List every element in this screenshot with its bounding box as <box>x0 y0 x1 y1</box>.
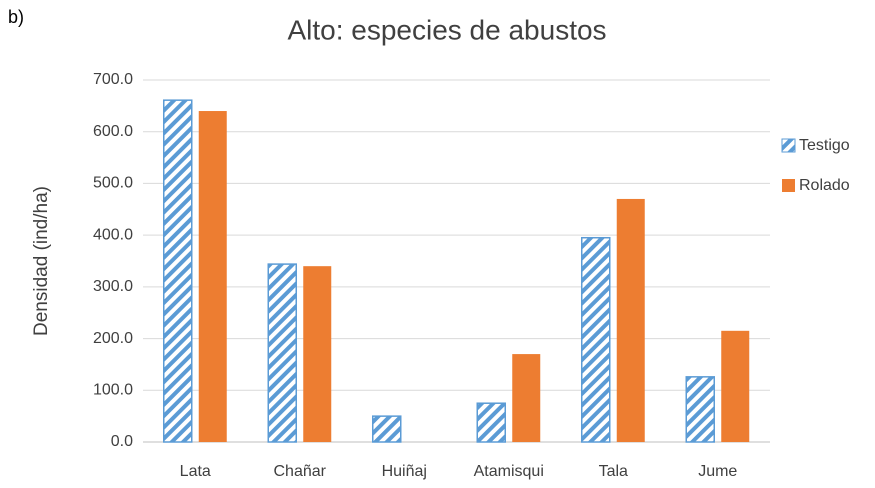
y-tick-label: 500.0 <box>93 175 133 192</box>
bar <box>303 266 332 442</box>
y-tick-label: 300.0 <box>93 278 133 295</box>
x-tick-label: Jume <box>698 463 737 480</box>
y-tick-label: 700.0 <box>93 71 133 88</box>
bar <box>267 263 297 443</box>
legend-swatch <box>782 179 795 192</box>
x-tick-label: Huiñaj <box>382 463 427 480</box>
bar <box>512 354 541 442</box>
y-tick-label: 200.0 <box>93 330 133 347</box>
bar <box>616 198 645 442</box>
x-tick-label: Tala <box>599 463 628 480</box>
bar <box>163 99 193 443</box>
x-tick-label: Chañar <box>274 463 327 480</box>
y-axis-label: Densidad (ind/ha) <box>31 186 52 336</box>
bar <box>581 236 611 443</box>
bar <box>721 330 750 442</box>
legend-label: Testigo <box>799 137 850 154</box>
panel-label: b) <box>8 7 24 27</box>
x-tick-label: Lata <box>180 463 211 480</box>
chart-title: Alto: especies de abustos <box>287 14 606 45</box>
y-tick-label: 600.0 <box>93 123 133 140</box>
y-tick-label: 0.0 <box>111 433 133 450</box>
y-tick-label: 100.0 <box>93 382 133 399</box>
bar <box>476 402 506 443</box>
y-tick-label: 400.0 <box>93 226 133 243</box>
bar <box>198 111 227 443</box>
x-tick-label: Atamisqui <box>474 463 544 480</box>
legend-swatch <box>781 138 796 153</box>
legend-label: Rolado <box>799 177 850 194</box>
bar <box>685 376 715 443</box>
bar <box>372 415 402 443</box>
